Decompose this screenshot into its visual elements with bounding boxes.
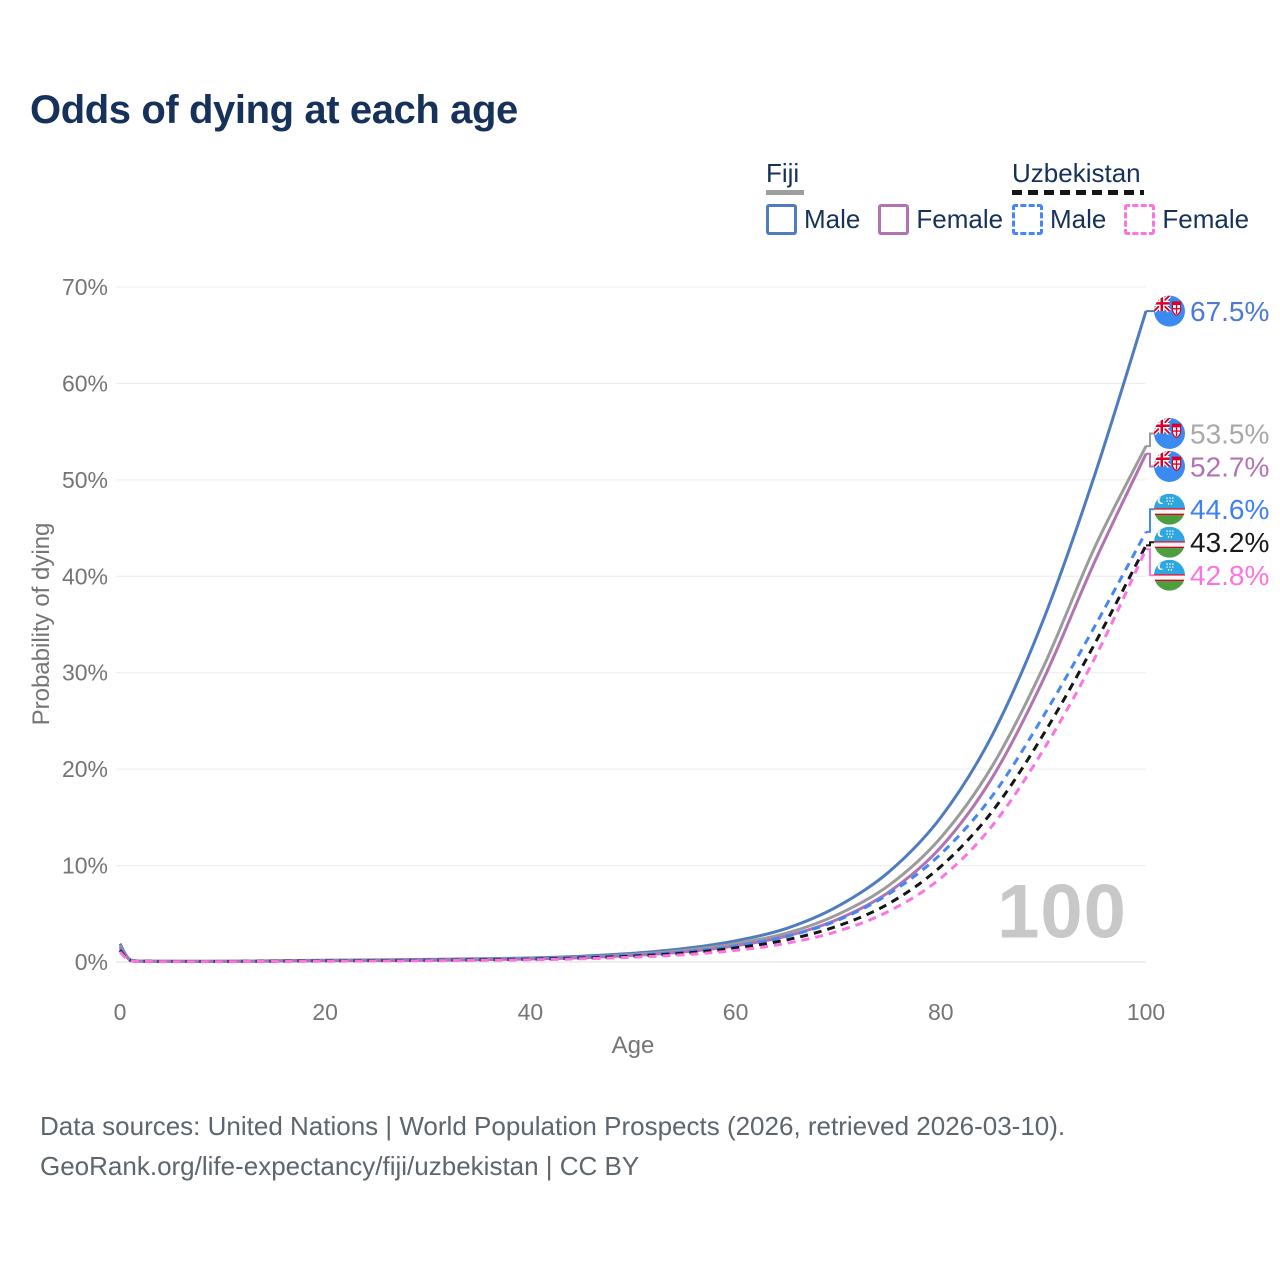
y-tick-label: 60% [62, 370, 108, 396]
y-axis-tick-labels: 0% 10% 20% 30% 40% 50% 60% 70% [62, 274, 108, 975]
y-tick-label: 20% [62, 756, 108, 782]
legend-checkbox-uzbekistan-male[interactable] [1012, 204, 1043, 235]
uzbekistan-flag-icon [1154, 560, 1185, 591]
uzbekistan-line-sample [1012, 190, 1144, 195]
series-end-value: 44.6% [1190, 494, 1269, 525]
x-tick-label: 80 [928, 999, 954, 1025]
x-tick-label: 60 [723, 999, 749, 1025]
x-tick-label: 40 [518, 999, 544, 1025]
y-tick-label: 70% [62, 274, 108, 300]
series-line-fiji-female[interactable] [118, 453, 1148, 963]
series-end-value: 43.2% [1190, 527, 1269, 558]
label-connector [1146, 508, 1154, 533]
x-tick-label: 20 [312, 999, 338, 1025]
y-tick-label: 30% [62, 660, 108, 686]
label-connector [1146, 452, 1154, 468]
y-tick-label: 10% [62, 853, 108, 879]
series-end-value: 67.5% [1190, 296, 1269, 327]
series-end-value: 52.7% [1190, 451, 1269, 482]
x-tick-label: 100 [1127, 999, 1165, 1025]
legend-uzbekistan-label: Uzbekistan [1012, 158, 1141, 188]
series-line-uzbekistan-male[interactable] [118, 531, 1148, 963]
y-axis-title: Probability of dying [28, 522, 55, 726]
footer-sources: Data sources: United Nations | World Pop… [40, 1111, 1066, 1141]
series-lines[interactable] [118, 310, 1148, 964]
gridlines [116, 286, 1146, 963]
legend-label-uzbekistan-female[interactable]: Female [1162, 204, 1250, 234]
legend-group-fiji: Fiji Male Female [766, 158, 1021, 235]
series-end-value: 53.5% [1190, 418, 1269, 449]
legend-label-uzbekistan-male[interactable]: Male [1050, 204, 1107, 234]
legend-fiji-label: Fiji [766, 158, 800, 188]
legend-checkbox-fiji-female[interactable] [878, 204, 910, 235]
hover-age-watermark: 100 [997, 869, 1127, 955]
x-axis-title: Age [611, 1032, 655, 1059]
series-line-uzbekistan-female[interactable] [118, 548, 1148, 964]
label-connector [1146, 548, 1154, 577]
series-line-uzbekistan-both-sexes[interactable] [118, 544, 1148, 964]
fiji-flag-icon [1154, 296, 1185, 327]
y-tick-label: 0% [75, 949, 108, 975]
fiji-line-sample [766, 190, 804, 195]
footer: Data sources: United Nations | World Pop… [40, 1106, 1065, 1186]
legend-group-uzbekistan: Uzbekistan Male Female [1012, 158, 1267, 235]
fiji-flag-icon [1154, 451, 1185, 482]
series-end-labels: 67.5% 53.5%52.7% 44.6%43.2%42.8% [1146, 296, 1269, 591]
uzbekistan-flag-icon [1154, 527, 1185, 558]
x-axis-tick-labels: 0 20 40 60 80 100 [114, 999, 1166, 1025]
footer-attribution: GeoRank.org/life-expectancy/fiji/uzbekis… [40, 1151, 640, 1181]
legend-checkbox-uzbekistan-female[interactable] [1124, 204, 1156, 235]
y-tick-label: 50% [62, 467, 108, 493]
label-connector [1146, 432, 1154, 448]
legend-label-fiji-male[interactable]: Male [804, 204, 861, 234]
y-tick-label: 40% [62, 563, 108, 589]
series-end-value: 42.8% [1190, 560, 1269, 591]
page-title: Odds of dying at each age [30, 88, 518, 132]
uzbekistan-flag-icon [1154, 494, 1185, 525]
label-connector [1146, 541, 1154, 547]
fiji-flag-icon [1154, 418, 1185, 449]
series-line-fiji-male[interactable] [118, 310, 1148, 963]
series-line-fiji-both-sexes[interactable] [118, 445, 1148, 963]
legend-label-fiji-female[interactable]: Female [916, 204, 1004, 234]
x-tick-label: 0 [114, 999, 127, 1025]
legend-checkbox-fiji-male[interactable] [766, 204, 797, 235]
